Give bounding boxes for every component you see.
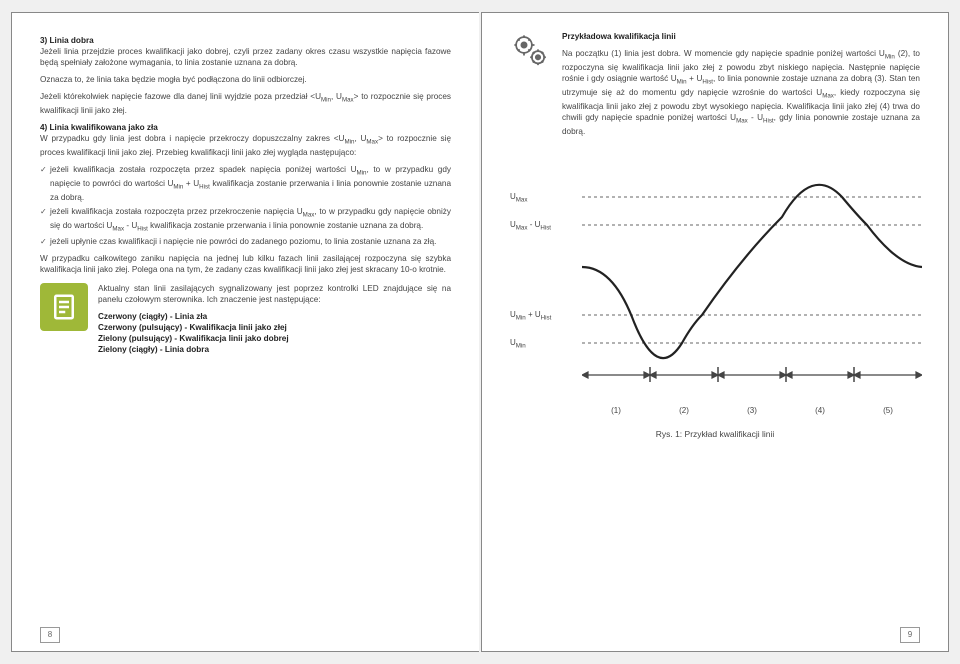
s4-p2: W przypadku całkowitego zaniku napięcia … [40,253,451,275]
right-header: Przykładowa kwalifikacja linii Na począt… [510,31,920,137]
x-axis-label: (4) [815,406,825,415]
y-axis-label: UMin [510,338,526,350]
x-axis-label: (1) [611,406,621,415]
right-text: Przykładowa kwalifikacja linii Na począt… [562,31,920,137]
right-paragraph: Na początku (1) linia jest dobra. W mome… [562,48,920,137]
y-axis-label: UMax - UHist [510,220,551,232]
s3-p3: Jeżeli którekolwiek napięcie fazowe dla … [40,91,451,116]
section3-title: 3) Linia dobra [40,35,451,46]
list-item: jeżeli kwalifikacja została rozpoczęta p… [40,206,451,234]
y-axis-label: UMin + UHist [510,310,551,322]
section4-title: 4) Linia kwalifikowana jako zła [40,122,451,133]
right-title: Przykładowa kwalifikacja linii [562,31,920,42]
x-axis-label: (3) [747,406,757,415]
s3-p2: Oznacza to, że linia taka będzie mogła b… [40,74,451,85]
info-box: Aktualny stan linii zasilających sygnali… [40,283,451,355]
s3-p1: Jeżeli linia przejdzie proces kwalifikac… [40,46,451,68]
chart: UMax UMax - UHist UMin + UHist UMin [510,167,920,447]
document-icon [40,283,88,331]
chart-svg [582,167,922,387]
list-item: jeżeli upłynie czas kwalifikacji i napię… [40,236,451,247]
gears-icon [510,31,552,73]
page-right: Przykładowa kwalifikacja linii Na począt… [481,12,949,652]
page-number: 9 [900,627,920,643]
page-left: 3) Linia dobra Jeżeli linia przejdzie pr… [11,12,479,652]
s4-p1: W przypadku gdy linia jest dobra i napię… [40,133,451,158]
x-axis-label: (2) [679,406,689,415]
info-text: Aktualny stan linii zasilających sygnali… [98,283,451,355]
list-item: jeżeli kwalifikacja została rozpoczęta p… [40,164,451,203]
chart-caption: Rys. 1: Przykład kwalifikacji linii [510,429,920,439]
x-axis-label: (5) [883,406,893,415]
y-axis-label: UMax [510,192,527,204]
left-content: 3) Linia dobra Jeżeli linia przejdzie pr… [40,35,451,355]
page-number: 8 [40,627,60,643]
check-list: jeżeli kwalifikacja została rozpoczęta p… [40,164,451,246]
